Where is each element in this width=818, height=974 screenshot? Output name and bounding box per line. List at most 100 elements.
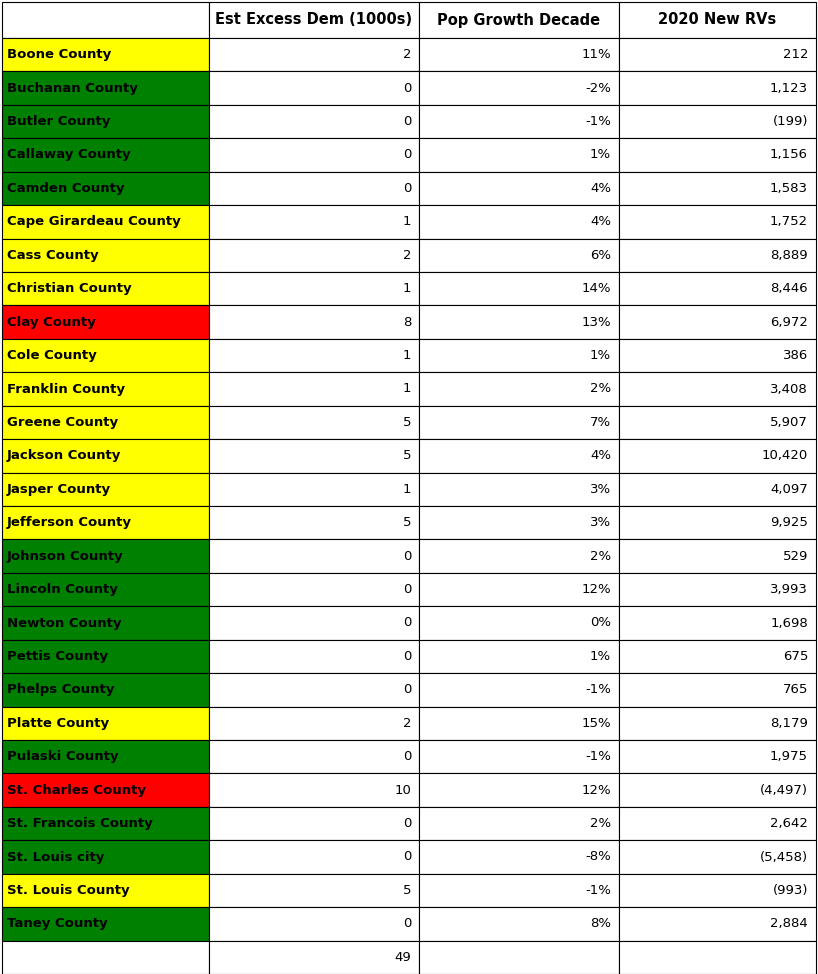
Text: 5,907: 5,907 [770, 416, 808, 429]
Bar [209, 640, 419, 673]
Bar [419, 941, 619, 974]
Text: 0: 0 [402, 115, 411, 128]
Bar [209, 540, 419, 573]
Bar [2, 907, 209, 941]
Text: Boone County: Boone County [7, 49, 111, 61]
Bar [209, 806, 419, 841]
Bar [2, 472, 209, 506]
Bar [619, 773, 816, 806]
Text: Jasper County: Jasper County [7, 483, 111, 496]
Bar [209, 907, 419, 941]
Bar [419, 472, 619, 506]
Text: 5: 5 [402, 416, 411, 429]
Bar [209, 406, 419, 439]
Bar [619, 138, 816, 171]
Text: St. Charles County: St. Charles County [7, 784, 146, 797]
Bar [619, 38, 816, 71]
Bar [2, 773, 209, 806]
Bar [419, 339, 619, 372]
Text: 386: 386 [783, 349, 808, 362]
Text: -1%: -1% [585, 884, 611, 897]
Bar [2, 506, 209, 540]
Bar [209, 506, 419, 540]
Text: 3,993: 3,993 [770, 583, 808, 596]
Text: 12%: 12% [582, 784, 611, 797]
Bar [419, 2, 619, 38]
Text: 0: 0 [402, 817, 411, 830]
Text: 4,097: 4,097 [771, 483, 808, 496]
Bar [2, 2, 209, 38]
Text: 0: 0 [402, 850, 411, 864]
Text: 8,446: 8,446 [771, 282, 808, 295]
Text: 0: 0 [402, 617, 411, 629]
Text: 4%: 4% [590, 182, 611, 195]
Text: (993): (993) [772, 884, 808, 897]
Bar [419, 206, 619, 239]
Text: 14%: 14% [582, 282, 611, 295]
Bar [209, 272, 419, 306]
Bar [209, 239, 419, 272]
Text: 10,420: 10,420 [762, 449, 808, 463]
Bar [619, 740, 816, 773]
Text: 2: 2 [402, 248, 411, 262]
Bar [419, 740, 619, 773]
Bar [419, 706, 619, 740]
Bar [619, 306, 816, 339]
Bar [2, 138, 209, 171]
Bar [209, 740, 419, 773]
Text: 2%: 2% [590, 549, 611, 563]
Text: (5,458): (5,458) [760, 850, 808, 864]
Bar [2, 239, 209, 272]
Bar [209, 472, 419, 506]
Text: 1: 1 [402, 483, 411, 496]
Bar [619, 606, 816, 640]
Bar [2, 841, 209, 874]
Text: 0: 0 [402, 549, 411, 563]
Bar [419, 239, 619, 272]
Text: 1%: 1% [590, 349, 611, 362]
Bar [619, 540, 816, 573]
Bar [419, 806, 619, 841]
Text: -8%: -8% [585, 850, 611, 864]
Bar [619, 2, 816, 38]
Text: 0: 0 [402, 650, 411, 663]
Text: 6,972: 6,972 [770, 316, 808, 328]
Bar [2, 640, 209, 673]
Bar [419, 673, 619, 706]
Bar [2, 573, 209, 606]
Text: Jefferson County: Jefferson County [7, 516, 132, 529]
Bar [209, 171, 419, 206]
Bar [619, 640, 816, 673]
Bar [2, 406, 209, 439]
Bar [619, 472, 816, 506]
Text: 2%: 2% [590, 383, 611, 395]
Text: (4,497): (4,497) [760, 784, 808, 797]
Bar [619, 239, 816, 272]
Text: 5: 5 [402, 516, 411, 529]
Bar [619, 339, 816, 372]
Bar [419, 773, 619, 806]
Bar [2, 706, 209, 740]
Bar [209, 573, 419, 606]
Bar [419, 874, 619, 907]
Text: 8,179: 8,179 [770, 717, 808, 730]
Text: St. Louis County: St. Louis County [7, 884, 129, 897]
Bar [619, 907, 816, 941]
Text: 15%: 15% [582, 717, 611, 730]
Text: Camden County: Camden County [7, 182, 124, 195]
Bar [619, 841, 816, 874]
Text: 0%: 0% [590, 617, 611, 629]
Bar [209, 105, 419, 138]
Bar [209, 606, 419, 640]
Text: (199): (199) [772, 115, 808, 128]
Bar [209, 38, 419, 71]
Text: 2%: 2% [590, 817, 611, 830]
Text: Cass County: Cass County [7, 248, 99, 262]
Bar [619, 673, 816, 706]
Bar [619, 372, 816, 406]
Bar [419, 171, 619, 206]
Bar [419, 640, 619, 673]
Bar [619, 406, 816, 439]
Bar [209, 941, 419, 974]
Text: 1: 1 [402, 349, 411, 362]
